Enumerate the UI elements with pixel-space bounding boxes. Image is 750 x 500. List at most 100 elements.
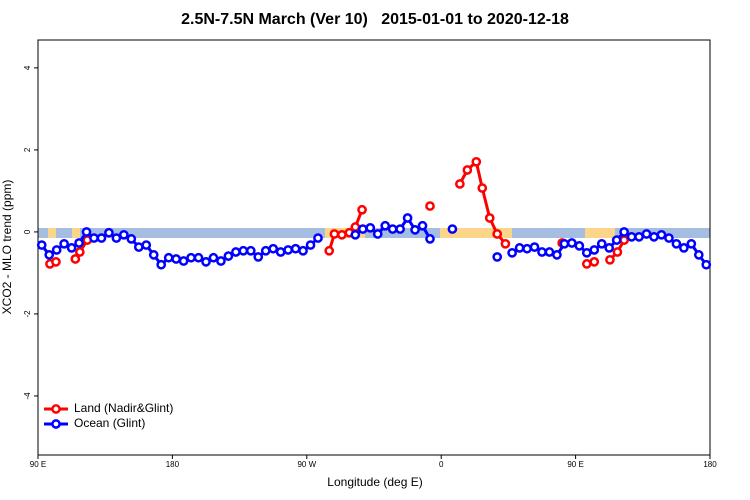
data-point bbox=[522, 243, 532, 254]
data-point bbox=[559, 238, 570, 249]
data-point bbox=[686, 238, 697, 249]
data-point bbox=[51, 245, 62, 255]
data-point bbox=[305, 240, 316, 250]
data-point bbox=[589, 245, 600, 255]
data-point bbox=[471, 156, 482, 167]
data-point bbox=[492, 252, 503, 262]
data-point bbox=[410, 225, 420, 235]
data-point bbox=[604, 243, 615, 253]
data-point bbox=[425, 201, 435, 211]
legend-marker bbox=[51, 404, 61, 414]
data-point bbox=[671, 238, 682, 249]
data-point bbox=[537, 247, 547, 257]
data-point bbox=[260, 245, 271, 256]
data-point bbox=[589, 257, 600, 267]
data-point bbox=[581, 259, 592, 269]
data-point bbox=[171, 254, 181, 264]
data-point bbox=[104, 227, 114, 238]
x-tick-label: 90 E bbox=[30, 460, 46, 469]
data-point bbox=[701, 259, 712, 270]
data-point bbox=[178, 256, 189, 266]
data-point bbox=[163, 252, 174, 263]
data-point bbox=[313, 233, 323, 243]
x-tick-label: 90 E bbox=[567, 460, 583, 469]
data-point bbox=[447, 224, 458, 234]
data-point bbox=[253, 252, 264, 262]
data-point bbox=[365, 222, 376, 233]
data-point bbox=[74, 238, 84, 248]
data-point bbox=[275, 247, 286, 257]
data-point bbox=[693, 250, 704, 260]
data-point bbox=[477, 183, 488, 193]
data-point bbox=[337, 229, 347, 240]
data-point bbox=[298, 245, 308, 256]
data-point bbox=[119, 229, 129, 240]
x-tick-label: 90 W bbox=[297, 460, 316, 469]
data-point bbox=[425, 234, 435, 244]
x-tick-label: 180 bbox=[166, 460, 180, 469]
data-point bbox=[66, 243, 77, 253]
data-point bbox=[238, 245, 249, 256]
y-tick-label: 0 bbox=[23, 229, 32, 234]
data-point bbox=[329, 229, 340, 239]
data-point bbox=[514, 243, 525, 253]
data-point bbox=[81, 227, 92, 237]
data-point bbox=[500, 238, 511, 249]
data-point bbox=[290, 243, 301, 254]
data-point bbox=[380, 220, 391, 231]
y-axis-label: XCO2 - MLO trend (ppm) bbox=[0, 180, 14, 315]
data-point bbox=[70, 254, 81, 264]
data-point bbox=[350, 229, 361, 240]
data-point bbox=[626, 231, 637, 242]
data-point bbox=[283, 245, 293, 255]
data-point bbox=[552, 250, 562, 260]
data-point bbox=[634, 231, 644, 242]
data-point bbox=[44, 250, 55, 260]
data-point bbox=[201, 257, 211, 267]
legend-label: Ocean (Glint) bbox=[74, 416, 145, 430]
data-point bbox=[96, 233, 107, 243]
data-point bbox=[357, 224, 368, 234]
data-point bbox=[619, 227, 629, 237]
data-point bbox=[581, 247, 592, 258]
data-point bbox=[484, 213, 495, 223]
data-point bbox=[417, 220, 428, 231]
data-point bbox=[612, 247, 623, 257]
data-point bbox=[649, 231, 659, 242]
data-point bbox=[126, 234, 137, 244]
data-point bbox=[324, 245, 335, 256]
y-tick-label: 2 bbox=[23, 147, 32, 152]
y-tick-label: -2 bbox=[23, 310, 32, 318]
data-point bbox=[74, 247, 85, 257]
data-point bbox=[186, 252, 196, 263]
data-point bbox=[507, 247, 517, 258]
data-point bbox=[664, 233, 674, 243]
data-point bbox=[89, 233, 99, 243]
land-band bbox=[440, 228, 512, 238]
data-point bbox=[51, 257, 61, 267]
data-point bbox=[641, 229, 652, 239]
data-point bbox=[223, 251, 234, 261]
data-point bbox=[111, 233, 122, 243]
data-point bbox=[455, 179, 465, 189]
data-point bbox=[596, 238, 607, 249]
data-point bbox=[36, 240, 47, 250]
data-point bbox=[611, 235, 622, 245]
y-tick-label: 4 bbox=[23, 65, 32, 70]
data-point bbox=[156, 259, 167, 270]
data-point bbox=[492, 229, 503, 239]
data-point bbox=[193, 252, 204, 263]
data-point bbox=[357, 204, 367, 215]
x-tick-label: 0 bbox=[439, 460, 444, 469]
chart-title: 2.5N-7.5N March (Ver 10) 2015-01-01 to 2… bbox=[181, 11, 569, 28]
data-point bbox=[619, 235, 629, 245]
data-point bbox=[402, 213, 413, 223]
data-point bbox=[59, 238, 69, 249]
data-point bbox=[245, 245, 256, 256]
data-point bbox=[148, 250, 159, 260]
land-band bbox=[48, 228, 56, 238]
data-point bbox=[544, 247, 555, 257]
data-point bbox=[372, 229, 383, 239]
y-tick-label: -4 bbox=[23, 392, 32, 400]
